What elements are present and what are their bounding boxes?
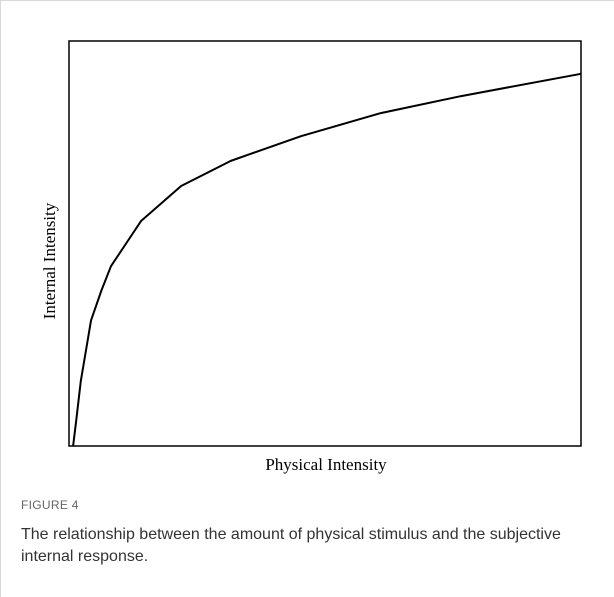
figure-label: FIGURE 4 xyxy=(21,498,79,512)
figure-caption: The relationship between the amount of p… xyxy=(21,526,561,565)
plot-frame xyxy=(68,40,582,447)
curve xyxy=(72,72,582,447)
x-axis-label: Physical Intensity xyxy=(265,455,387,474)
chart: Physical Intensity Internal Intensity xyxy=(40,40,582,474)
y-axis-label: Internal Intensity xyxy=(40,202,59,319)
